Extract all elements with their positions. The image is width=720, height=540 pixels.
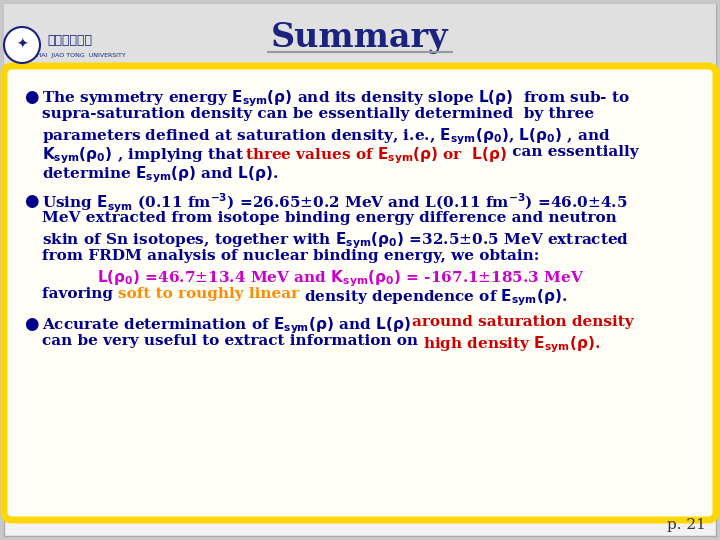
Text: The symmetry energy $\mathbf{E_{sym}(\rho)}$ and its density slope $\mathbf{L(\r: The symmetry energy $\mathbf{E_{sym}(\rh… <box>42 88 630 109</box>
Text: density dependence of $\mathbf{E_{sym}(\rho)}$.: density dependence of $\mathbf{E_{sym}(\… <box>300 287 568 308</box>
Text: ●: ● <box>24 192 38 210</box>
Text: can essentially: can essentially <box>507 145 639 159</box>
Text: favoring: favoring <box>42 287 118 301</box>
FancyBboxPatch shape <box>4 66 716 520</box>
Text: three values of $\mathbf{E_{sym}(\rho)}$ or  $\mathbf{L(\rho)}$: three values of $\mathbf{E_{sym}(\rho)}$… <box>245 145 507 166</box>
Text: from FRDM analysis of nuclear binding energy, we obtain:: from FRDM analysis of nuclear binding en… <box>42 249 539 263</box>
Text: ●: ● <box>24 315 38 333</box>
Text: can be very useful to extract information on: can be very useful to extract informatio… <box>42 334 423 348</box>
Text: soft to roughly linear: soft to roughly linear <box>118 287 300 301</box>
Text: Summary: Summary <box>271 21 449 53</box>
Text: $\mathit{\mathbf{L}}\mathbf{(\rho_0)}$ =46.7$\pm$13.4 MeV and $\mathbf{K_{sym}(\: $\mathit{\mathbf{L}}\mathbf{(\rho_0)}$ =… <box>97 268 585 288</box>
Text: high density $\mathbf{E_{sym}(\rho)}$.: high density $\mathbf{E_{sym}(\rho)}$. <box>423 334 600 355</box>
Text: around saturation density: around saturation density <box>413 315 634 329</box>
Bar <box>4 4 716 70</box>
Text: Accurate determination of $\mathbf{E_{sym}(\rho)}$ and $\mathbf{L(\rho)}$: Accurate determination of $\mathbf{E_{sy… <box>42 315 413 335</box>
Text: $\mathbf{K_{sym}(\rho_0)}$ , implying that: $\mathbf{K_{sym}(\rho_0)}$ , implying th… <box>42 145 245 166</box>
Text: SHANGHAI  JIAO TONG  UNIVERSITY: SHANGHAI JIAO TONG UNIVERSITY <box>14 53 126 58</box>
Text: determine $\mathbf{E_{sym}(\rho)}$ and $\mathbf{L(\rho)}$.: determine $\mathbf{E_{sym}(\rho)}$ and $… <box>42 164 279 185</box>
Text: 上海交通大学: 上海交通大学 <box>48 33 92 46</box>
Text: Using $\mathbf{E_{sym}}$ (0.11 fm$\mathbf{^{-3}}$) =26.65$\pm$0.2 MeV and L(0.11: Using $\mathbf{E_{sym}}$ (0.11 fm$\mathb… <box>42 192 627 215</box>
Text: skin of Sn isotopes, together with $\mathbf{E_{sym}(\rho_0)}$ =32.5$\pm$0.5 MeV : skin of Sn isotopes, together with $\mat… <box>42 230 629 251</box>
Circle shape <box>4 27 40 63</box>
Text: ✦: ✦ <box>16 38 28 52</box>
Text: supra-saturation density can be essentially determined  by three: supra-saturation density can be essentia… <box>42 107 594 121</box>
Text: MeV extracted from isotope binding energy difference and neutron: MeV extracted from isotope binding energ… <box>42 211 617 225</box>
Text: parameters defined at saturation density, i.e., $\mathbf{E_{sym}(\rho_0)}$, $\ma: parameters defined at saturation density… <box>42 126 611 146</box>
Text: p. 21: p. 21 <box>667 518 706 532</box>
Text: ●: ● <box>24 88 38 106</box>
